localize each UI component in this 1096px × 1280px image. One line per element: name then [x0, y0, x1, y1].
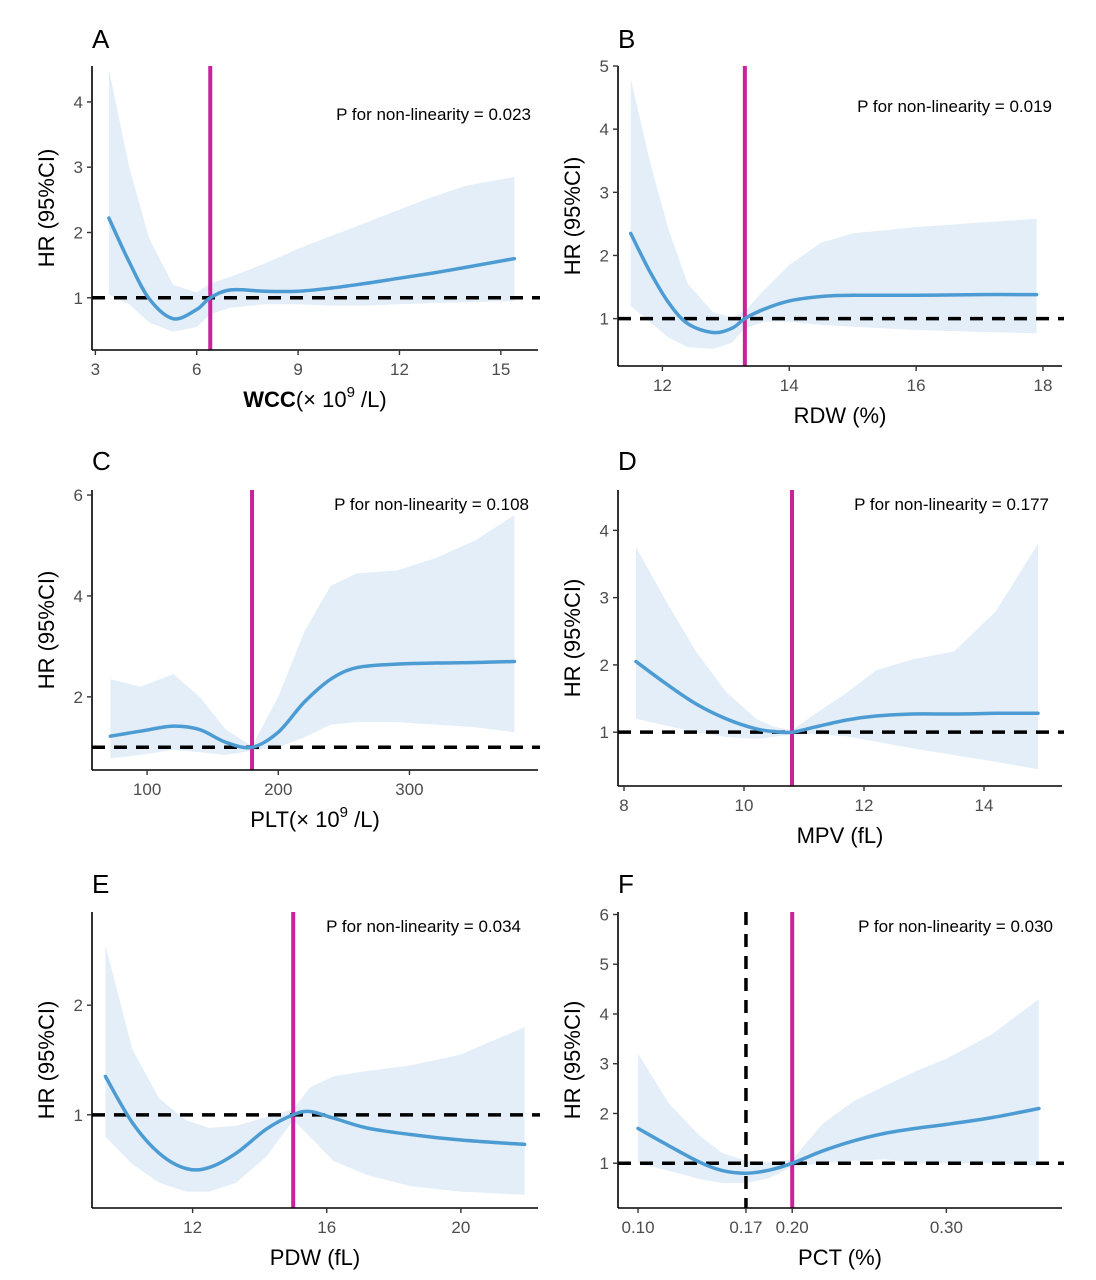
- y-axis-title: HR (95%CI): [560, 157, 585, 276]
- x-axis-title-prefix: (× 10: [296, 387, 347, 412]
- x-axis-title: RDW (%): [794, 403, 887, 428]
- x-tick-label: 0.30: [930, 1218, 963, 1237]
- confidence-band: [638, 999, 1039, 1184]
- y-tick-label: 1: [74, 1106, 83, 1125]
- panel-label: C: [92, 446, 111, 476]
- x-axis-title: MPV (fL): [797, 823, 884, 848]
- y-axis-title: HR (95%CI): [34, 1001, 59, 1120]
- x-tick-label: 16: [317, 1218, 336, 1237]
- panel-label: B: [618, 24, 635, 54]
- panel-label: D: [618, 446, 637, 476]
- x-axis-title-prefix: PLT(× 10: [250, 807, 339, 832]
- nonlinearity-p-value: P for non-linearity = 0.019: [857, 97, 1052, 116]
- y-tick-label: 2: [600, 656, 609, 675]
- y-tick-label: 6: [74, 486, 83, 505]
- nonlinearity-p-value: P for non-linearity = 0.023: [336, 105, 531, 124]
- x-tick-label: 12: [653, 376, 672, 395]
- x-axis-title-superscript: 9: [340, 804, 348, 821]
- y-axis-title: HR (95%CI): [34, 571, 59, 690]
- y-tick-label: 3: [74, 158, 83, 177]
- y-tick-label: 5: [600, 57, 609, 76]
- y-tick-label: 1: [600, 723, 609, 742]
- confidence-band: [105, 944, 525, 1195]
- x-tick-label: 16: [907, 376, 926, 395]
- x-tick-label: 15: [491, 360, 510, 379]
- y-tick-label: 2: [600, 246, 609, 265]
- y-axis-title: HR (95%CI): [34, 149, 59, 268]
- x-tick-label: 20: [451, 1218, 470, 1237]
- hr-curve: [636, 1106, 1041, 1175]
- x-tick-label: 12: [183, 1218, 202, 1237]
- panel-f: 1 2 3 4 5 6 0.10 0.17 0.20 0.30 F P for non-lineari…: [560, 869, 1064, 1270]
- panel-label: F: [618, 869, 634, 899]
- y-tick-label: 3: [600, 183, 609, 202]
- nonlinearity-p-value: P for non-linearity = 0.108: [334, 495, 529, 514]
- y-tick-label: 4: [600, 1005, 609, 1024]
- x-axis-title: PLT(× 109 /L): [250, 804, 380, 832]
- confidence-band: [108, 69, 515, 332]
- x-tick-label: 0.10: [621, 1218, 654, 1237]
- y-axis-title: HR (95%CI): [560, 579, 585, 698]
- confidence-band: [636, 543, 1038, 770]
- y-tick-label: 2: [600, 1104, 609, 1123]
- nonlinearity-p-value: P for non-linearity = 0.030: [858, 917, 1053, 936]
- confidence-band: [110, 515, 515, 759]
- panel-label: E: [92, 869, 109, 899]
- x-tick-label: 14: [780, 376, 799, 395]
- x-tick-label: 0.17: [729, 1218, 762, 1237]
- y-tick-label: 1: [74, 289, 83, 308]
- x-tick-label: 18: [1034, 376, 1053, 395]
- confidence-band: [630, 78, 1037, 349]
- hr-curve: [108, 659, 517, 750]
- y-tick-label: 4: [600, 120, 609, 139]
- hr-curve: [628, 231, 1039, 335]
- x-tick-label: 14: [975, 796, 994, 815]
- x-axis-title: WCC(× 109 /L): [243, 384, 386, 412]
- x-tick-label: 100: [133, 780, 161, 799]
- panel-label: A: [92, 24, 110, 54]
- y-tick-label: 4: [74, 587, 83, 606]
- y-tick-label: 4: [74, 93, 83, 112]
- y-tick-label: 1: [600, 310, 609, 329]
- x-axis-title: PCT (%): [798, 1245, 882, 1270]
- y-tick-label: 2: [74, 688, 83, 707]
- y-tick-label: 3: [600, 1055, 609, 1074]
- nonlinearity-p-value: P for non-linearity = 0.034: [326, 917, 521, 936]
- y-tick-label: 2: [74, 996, 83, 1015]
- x-tick-label: 0.20: [776, 1218, 809, 1237]
- x-tick-label: 10: [735, 796, 754, 815]
- x-tick-label: 8: [619, 796, 628, 815]
- hr-curve: [634, 659, 1040, 735]
- x-axis-title-suffix: /L): [348, 807, 380, 832]
- y-axis-title: HR (95%CI): [560, 1001, 585, 1120]
- nonlinearity-p-value: P for non-linearity = 0.177: [854, 495, 1049, 514]
- y-tick-label: 2: [74, 223, 83, 242]
- x-tick-label: 300: [395, 780, 423, 799]
- x-tick-label: 6: [192, 360, 201, 379]
- x-tick-label: 9: [293, 360, 302, 379]
- x-tick-label: 200: [264, 780, 292, 799]
- y-tick-label: 6: [600, 905, 609, 924]
- panel-c: 2 4 6 100 200 300 C P for non-linearity = 0.108…: [34, 446, 540, 832]
- x-tick-label: 12: [390, 360, 409, 379]
- x-tick-label: 3: [91, 360, 100, 379]
- x-tick-label: 12: [855, 796, 874, 815]
- hr-curve: [103, 1074, 527, 1172]
- x-axis-title-superscript: 9: [347, 384, 355, 401]
- x-axis-title-suffix: /L): [355, 387, 387, 412]
- y-tick-label: 1: [600, 1154, 609, 1173]
- y-tick-label: 4: [600, 521, 609, 540]
- y-tick-label: 3: [600, 589, 609, 608]
- y-tick-label: 5: [600, 955, 609, 974]
- hr-curve: [107, 216, 517, 321]
- x-axis-title-bold: WCC: [243, 387, 296, 412]
- x-axis-title: PDW (fL): [270, 1245, 360, 1270]
